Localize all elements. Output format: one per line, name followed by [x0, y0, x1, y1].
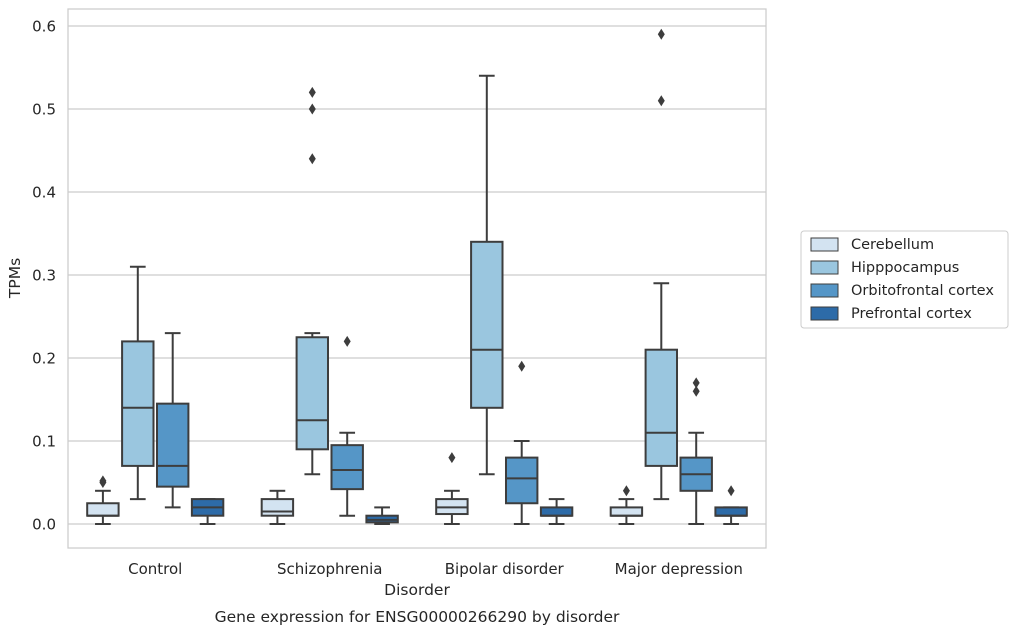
box-cerebellum	[86, 475, 120, 525]
outlier-point	[622, 485, 630, 497]
plot-frame	[67, 8, 767, 549]
legend-label: Cerebellum	[851, 237, 934, 253]
box-body	[86, 502, 120, 517]
box-hipppocampus	[644, 28, 679, 501]
box-groups	[86, 28, 748, 525]
outlier-point	[308, 103, 316, 115]
x-axis-title: Disorder	[384, 581, 450, 599]
box-body	[295, 336, 330, 451]
box-cerebellum	[609, 485, 644, 525]
box-body	[539, 506, 574, 517]
box-hipppocampus	[470, 74, 504, 476]
y-tick-label: 0.5	[32, 101, 56, 119]
legend-swatch	[810, 260, 839, 275]
legend-label: Hipppocampus	[851, 260, 959, 276]
y-tick-label: 0.4	[32, 184, 56, 202]
outlier-point	[657, 95, 665, 107]
box-cerebellum	[260, 489, 295, 525]
box-body	[470, 240, 504, 409]
legend-swatch	[810, 283, 839, 298]
y-tick-label: 0.2	[32, 350, 56, 368]
legend-swatch	[810, 306, 839, 321]
y-tick-labels: 0.0 0.1 0.2 0.3 0.4 0.5 0.6	[32, 18, 56, 534]
legend-frame	[800, 230, 1009, 329]
box-prefrontal-cortex	[190, 498, 225, 525]
box-body	[330, 444, 364, 491]
x-tick-label: Major depression	[615, 560, 743, 578]
legend-label: Orbitofrontal cortex	[851, 283, 994, 299]
box-cerebellum	[435, 452, 469, 525]
outlier-point	[448, 452, 456, 464]
box-prefrontal-cortex	[539, 498, 574, 525]
outlier-point	[692, 385, 700, 397]
box-orbitofrontal-cortex	[330, 335, 364, 517]
outlier-point	[99, 475, 107, 487]
x-tick-label: Control	[128, 560, 182, 578]
box-orbitofrontal-cortex	[679, 377, 713, 525]
y-tick-label: 0.0	[32, 516, 56, 534]
legend-label: Prefrontal cortex	[851, 306, 972, 322]
y-axis-title: TPMs	[6, 258, 24, 299]
box-body	[121, 340, 155, 467]
chart-title: Gene expression for ENSG00000266290 by d…	[215, 608, 620, 626]
box-orbitofrontal-cortex	[504, 360, 539, 525]
box-prefrontal-cortex	[365, 506, 399, 525]
y-tick-label: 0.6	[32, 18, 56, 36]
box-orbitofrontal-cortex	[155, 332, 190, 509]
legend-swatch	[810, 237, 839, 252]
outlier-point	[343, 335, 351, 347]
outlier-point	[308, 86, 316, 98]
legend: Cerebellum Hipppocampus Orbitofrontal cort…	[800, 230, 1009, 329]
box-body	[609, 506, 644, 517]
box-hipppocampus	[295, 86, 330, 476]
box-body	[155, 402, 190, 488]
box-body	[714, 506, 748, 517]
box-body	[504, 456, 539, 505]
outlier-point	[308, 153, 316, 165]
box-hipppocampus	[121, 265, 155, 501]
x-tick-label: Bipolar disorder	[445, 560, 565, 578]
outlier-point	[727, 485, 735, 497]
box-prefrontal-cortex	[714, 485, 748, 525]
y-tick-label: 0.3	[32, 267, 56, 285]
outlier-point	[657, 28, 665, 40]
x-tick-labels: Control Schizophrenia Bipolar disorder Majo…	[128, 560, 743, 578]
outlier-point	[518, 360, 526, 372]
outlier-point	[692, 377, 700, 389]
x-tick-label: Schizophrenia	[277, 560, 382, 578]
y-tick-label: 0.1	[32, 433, 56, 451]
box-body	[644, 348, 679, 467]
box-body	[260, 498, 295, 517]
